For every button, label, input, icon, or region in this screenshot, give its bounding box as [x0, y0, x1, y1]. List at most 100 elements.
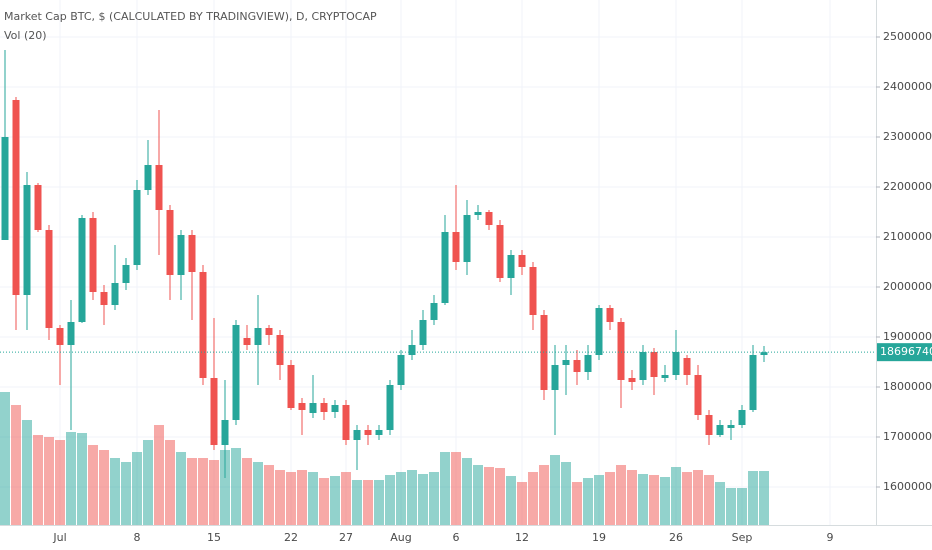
- volume-bar: [660, 477, 670, 525]
- volume-title: Vol (20): [4, 29, 47, 42]
- x-tick-label: Sep: [732, 531, 753, 544]
- y-tick-label: 220000000000: [883, 180, 932, 193]
- candle-body: [1, 137, 9, 240]
- candle-body: [529, 267, 537, 315]
- candle-body: [155, 165, 163, 210]
- volume-bar: [264, 465, 274, 525]
- volume-bar: [22, 420, 32, 525]
- volume-bar: [715, 482, 725, 525]
- candle-body: [760, 352, 768, 355]
- candle-body: [650, 352, 658, 377]
- candle-body: [111, 283, 119, 305]
- volume-bar: [616, 465, 626, 525]
- candle-body: [441, 232, 449, 303]
- candle-body: [628, 378, 636, 382]
- volume-bar: [242, 458, 252, 525]
- volume-bar: [583, 478, 593, 525]
- candle-body: [606, 308, 614, 322]
- candle-body: [661, 375, 669, 378]
- last-price-label: 186967407906: [880, 345, 932, 358]
- volume-bar: [671, 467, 681, 525]
- volume-bar: [649, 475, 659, 525]
- candle-body: [518, 255, 526, 267]
- candle-body: [573, 360, 581, 372]
- candle-body: [705, 415, 713, 435]
- candle-body: [727, 425, 735, 428]
- candle-body: [738, 410, 746, 425]
- candle-body: [276, 335, 284, 365]
- candle-body: [122, 265, 130, 283]
- volume-bar: [429, 472, 439, 525]
- volume-bar: [341, 472, 351, 525]
- y-tick-label: 210000000000: [883, 230, 932, 243]
- x-tick-label: 26: [669, 531, 683, 544]
- x-tick-label: Jul: [52, 531, 66, 544]
- candle-body: [287, 365, 295, 408]
- last-price-box: [877, 343, 932, 362]
- candle-body: [177, 235, 185, 275]
- volume-bar: [627, 470, 637, 525]
- volume-bar: [484, 467, 494, 525]
- candle-body: [34, 185, 42, 230]
- candle-body: [694, 375, 702, 415]
- volume-bar: [440, 452, 450, 525]
- volume-bar: [605, 472, 615, 525]
- volume-bar: [55, 440, 65, 525]
- volume-bar: [759, 471, 769, 525]
- y-tick-label: 170000000000: [883, 430, 932, 443]
- candle-body: [166, 210, 174, 275]
- y-tick-label: 190000000000: [883, 330, 932, 343]
- y-tick-label: 230000000000: [883, 130, 932, 143]
- candle-body: [243, 338, 251, 345]
- candle-body: [254, 328, 262, 345]
- volume-bar: [165, 440, 175, 525]
- candle-body: [551, 365, 559, 390]
- y-tick-label: 160000000000: [883, 480, 932, 493]
- candle-body: [45, 230, 53, 328]
- volume-bar: [451, 452, 461, 525]
- volume-bar: [77, 433, 87, 525]
- x-tick-label: 15: [207, 531, 221, 544]
- candle-body: [265, 328, 273, 335]
- volume-bar: [517, 482, 527, 525]
- volume-bar: [297, 470, 307, 525]
- candle-body: [474, 212, 482, 215]
- volume-bar: [352, 480, 362, 525]
- x-tick-label: 12: [515, 531, 529, 544]
- candle-body: [144, 165, 152, 190]
- volume-bar: [275, 470, 285, 525]
- volume-bar: [330, 476, 340, 525]
- volume-bar: [737, 488, 747, 525]
- volume-bar: [594, 475, 604, 525]
- candle-body: [210, 378, 218, 445]
- volume-bar: [66, 432, 76, 525]
- candle-body: [672, 352, 680, 375]
- volume-bar: [286, 472, 296, 525]
- volume-bar: [110, 458, 120, 525]
- volume-bar: [0, 392, 10, 525]
- volume-bar: [231, 448, 241, 525]
- volume-bar: [88, 445, 98, 525]
- volume-bar: [495, 468, 505, 525]
- candle-body: [199, 272, 207, 378]
- volume-bar: [550, 455, 560, 525]
- volume-bar: [385, 475, 395, 525]
- volume-bar: [748, 471, 758, 525]
- volume-bar: [374, 480, 384, 525]
- candle-body: [23, 185, 31, 295]
- volume-bar: [143, 440, 153, 525]
- volume-bar: [638, 474, 648, 525]
- x-tick-label: 9: [827, 531, 834, 544]
- volume-bar: [363, 480, 373, 525]
- candle-body: [309, 403, 317, 413]
- volume-bar: [418, 474, 428, 525]
- candle-body: [232, 325, 240, 420]
- candle-body: [540, 315, 548, 390]
- volume-bar: [682, 472, 692, 525]
- candle-body: [353, 430, 361, 440]
- volume-bar: [539, 465, 549, 525]
- volume-bar: [253, 462, 263, 525]
- y-tick-label: 200000000000: [883, 280, 932, 293]
